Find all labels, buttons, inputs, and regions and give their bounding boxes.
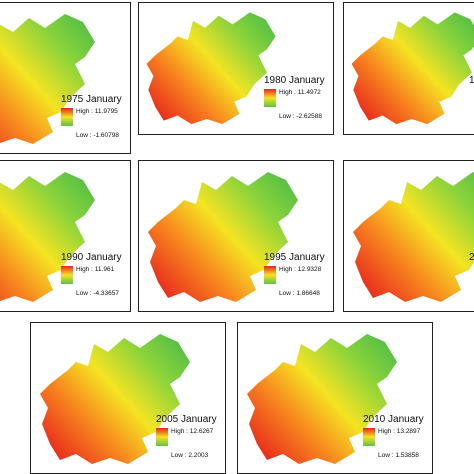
legend-swatch (363, 428, 375, 446)
legend-high: High : 12.9328 (279, 266, 322, 273)
panel-title: 2 (469, 252, 474, 263)
legend-high: High : 13.2897 (378, 428, 421, 435)
panel-title: 2010 January (363, 414, 424, 425)
panel-title: 1 (469, 75, 474, 86)
legend-low: Low : -1.60798 (76, 132, 119, 139)
legend-high: High : 11.9795 (76, 108, 118, 115)
legend-swatch (264, 266, 276, 284)
legend-low: Low : 2.2003 (171, 452, 209, 459)
panel-title: 2005 January (156, 414, 217, 425)
map-panel: 1995 January High : 12.9328 Low : 1.86648 (138, 160, 334, 312)
legend-high: High : 11.4972 (279, 89, 321, 96)
legend-low: Low : -4.33657 (76, 290, 119, 297)
legend-low: Low : -2.62588 (279, 113, 322, 120)
legend-swatch (156, 428, 168, 446)
legend-high: High : 11.961 (76, 266, 115, 273)
legend-low: Low : 1.53858 (378, 452, 419, 459)
map-panel: 2010 January High : 13.2897 Low : 1.53858 (237, 322, 433, 474)
legend-low: Low : 1.86648 (279, 290, 320, 297)
map-panel: 2 (343, 160, 474, 312)
panel-title: 1975 January (61, 94, 122, 105)
legend-swatch (61, 266, 73, 284)
legend-swatch (61, 108, 73, 126)
map-panel: 1980 January High : 11.4972 Low : -2.62588 (138, 2, 334, 135)
panel-title: 1980 January (264, 75, 325, 86)
map-panel: 1975 January High : 11.9795 Low : -1.60798 (0, 2, 131, 154)
panel-title: 1990 January (61, 252, 122, 263)
map-panel: 1 (343, 2, 474, 135)
legend-high: High : 12.6267 (171, 428, 214, 435)
legend-swatch (264, 89, 276, 107)
panel-title: 1995 January (264, 252, 325, 263)
map-panel: 2005 January High : 12.6267 Low : 2.2003 (30, 322, 226, 474)
map-panel: 1990 January High : 11.961 Low : -4.33657 (0, 160, 131, 312)
